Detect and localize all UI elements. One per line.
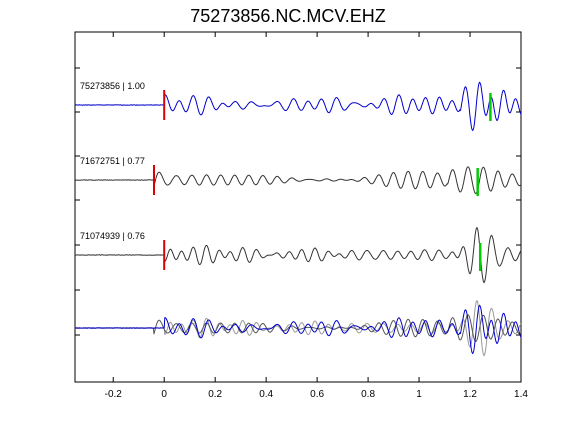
x-tick-label: 1.2 bbox=[463, 389, 477, 400]
trace-label: 71074939 | 0.76 bbox=[80, 231, 145, 241]
x-tick-label: -0.2 bbox=[105, 389, 123, 400]
trace-waveform bbox=[74, 166, 522, 195]
x-tick-label: 0.2 bbox=[208, 389, 222, 400]
plot-frame bbox=[74, 31, 522, 383]
x-tick-label: 0.6 bbox=[310, 389, 324, 400]
trace-label: 75273856 | 1.00 bbox=[80, 81, 145, 91]
trace-waveform bbox=[75, 226, 522, 284]
x-tick-label: 1 bbox=[416, 389, 422, 400]
x-tick-label: 0.8 bbox=[361, 389, 375, 400]
x-tick-label: 1.4 bbox=[514, 389, 528, 400]
stack-waveform bbox=[74, 304, 522, 355]
chart-title: 75273856.NC.MCV.EHZ bbox=[190, 6, 386, 26]
x-tick-label: 0 bbox=[161, 389, 167, 400]
trace-label: 71672751 | 0.77 bbox=[80, 156, 145, 166]
x-tick-label: 0.4 bbox=[259, 389, 273, 400]
trace-waveform bbox=[74, 81, 522, 132]
